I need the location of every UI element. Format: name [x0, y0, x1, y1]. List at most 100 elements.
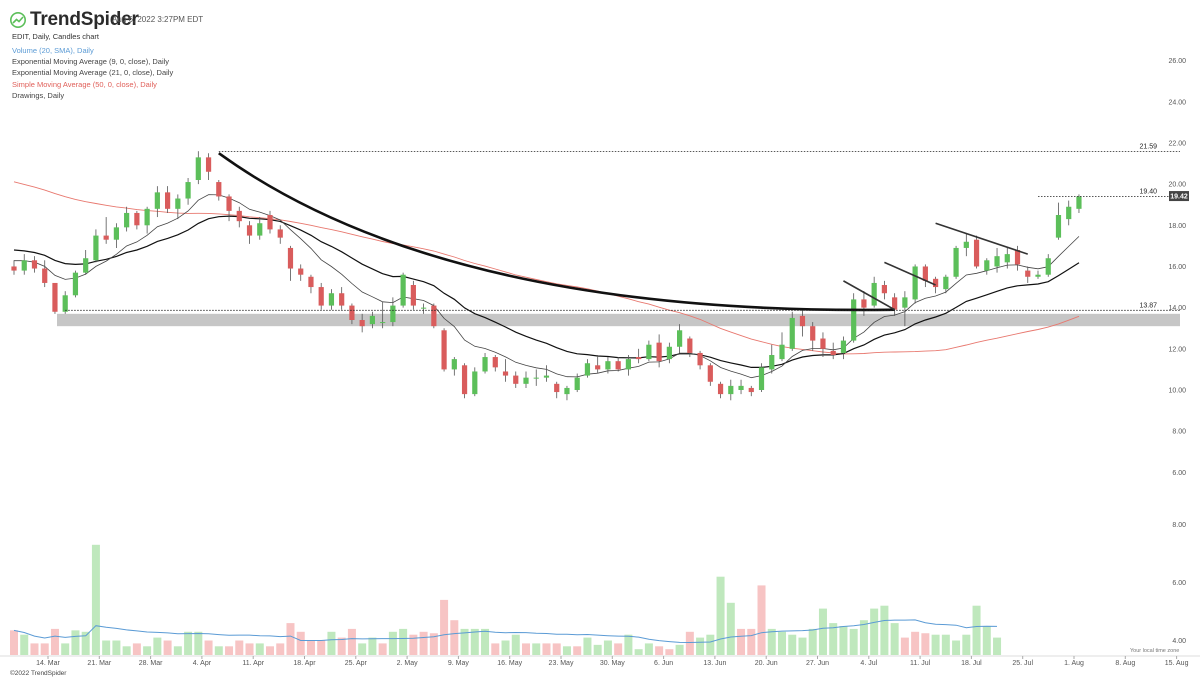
candle-body	[779, 344, 785, 360]
brand-name: TrendSpider	[30, 9, 139, 30]
candle-layer	[11, 151, 1082, 401]
volume-bar	[685, 631, 694, 655]
volume-bar	[593, 644, 602, 655]
candle-body	[277, 229, 283, 238]
candle-body	[984, 260, 990, 271]
candle-body	[707, 365, 713, 382]
volume-bar	[982, 626, 991, 655]
volume-bar	[634, 649, 643, 655]
candle-body	[359, 320, 365, 327]
candle-body	[543, 375, 550, 378]
volume-bar	[870, 608, 879, 655]
snapshot-timestamp: Aug 6, 2022 3:27PM EDT	[112, 15, 204, 24]
candle-body	[574, 377, 580, 390]
candle-body	[943, 276, 949, 290]
candle-body	[298, 268, 304, 275]
candle-body	[195, 157, 201, 180]
candle-body	[11, 266, 17, 271]
chart-header: TrendSpider Aug 6, 2022 3:27PM EDT EDIT,…	[0, 0, 600, 110]
candle-body	[840, 340, 847, 353]
candle-body	[472, 371, 478, 395]
price-level-label: 19.40	[1139, 188, 1157, 195]
candle-body	[717, 383, 724, 395]
volume-bar	[778, 631, 786, 655]
x-tick-label: 14. Mar	[36, 660, 60, 667]
indicator-legend-item[interactable]: Exponential Moving Average (21, 0, close…	[12, 68, 174, 78]
candle-body	[124, 212, 130, 228]
timezone-label[interactable]: Your local time zone	[1130, 648, 1180, 654]
volume-bar	[388, 631, 397, 655]
volume-bar	[644, 643, 653, 655]
volume-bar	[153, 637, 162, 655]
candle-body	[451, 359, 457, 370]
volume-bar	[880, 605, 889, 655]
candle-body	[441, 330, 447, 370]
candle-body	[42, 268, 48, 283]
candle-body	[205, 157, 212, 172]
candle-body	[421, 307, 427, 309]
candle-body	[973, 239, 980, 267]
sma50-line	[13, 181, 1080, 355]
volume-bar	[61, 643, 70, 655]
indicator-legend-item[interactable]: Volume (20, SMA), Daily	[12, 46, 94, 55]
volume-bar	[143, 646, 152, 655]
chart-title: EDIT, Daily, Candles chart	[12, 32, 99, 41]
volume-bar	[337, 637, 346, 655]
y-tick-label: 22.00	[1168, 140, 1186, 147]
candle-body	[62, 295, 68, 312]
volume-bar	[296, 631, 305, 655]
last-price-tag	[1169, 191, 1189, 202]
candle-body	[175, 198, 181, 209]
volume-bar	[665, 649, 674, 655]
x-tick-label: 6. Jun	[654, 660, 673, 667]
volume-bar	[511, 634, 520, 655]
indicator-legend-item[interactable]: Simple Moving Average (50, 0, close), Da…	[12, 79, 157, 89]
axis-layer: 6.00 8.00 10.00 12.00 14.00 16.00 18.00 20.00 22…	[0, 58, 1200, 667]
candle-body	[513, 375, 519, 384]
price-level-label: 13.87	[1139, 302, 1157, 309]
y-tick-label: 20.00	[1168, 182, 1186, 189]
candle-body	[1055, 215, 1062, 238]
candle-body	[72, 272, 79, 296]
volume-bar	[542, 643, 551, 655]
candle-body	[21, 260, 27, 271]
candle-body	[564, 387, 570, 395]
volume-bar	[849, 628, 858, 655]
volume-bar	[767, 628, 776, 655]
y-tick-label: 10.00	[1168, 388, 1186, 395]
volume-bar	[583, 637, 592, 655]
volume-bar	[808, 628, 817, 655]
volume-bar	[347, 628, 356, 655]
candle-body	[93, 235, 99, 261]
indicator-legend-item[interactable]: Exponential Moving Average (9, 0, close)…	[12, 57, 170, 67]
volume-bar	[184, 631, 193, 655]
candle-body	[953, 247, 959, 277]
volume-bar	[573, 646, 582, 655]
support-band	[57, 313, 1180, 327]
volume-bar	[562, 646, 571, 655]
indicator-legend-item[interactable]: Drawings, Daily	[12, 90, 65, 100]
volume-bar	[194, 631, 203, 655]
candle-body	[758, 367, 765, 390]
x-tick-label: 9. May	[448, 660, 470, 667]
volume-bar	[132, 643, 141, 655]
volume-bar	[20, 634, 29, 655]
candle-body	[892, 297, 898, 310]
candle-body	[584, 363, 591, 376]
volume-bar	[306, 640, 315, 655]
x-tick-label: 2. May	[397, 660, 419, 667]
x-tick-label: 25. Apr	[345, 660, 368, 667]
candle-body	[881, 285, 887, 294]
volume-bar	[399, 628, 408, 655]
volume-bar	[81, 631, 90, 655]
volume-y-tick-label: 6.00	[1172, 580, 1186, 587]
volume-bar	[737, 628, 746, 655]
candle-body	[1066, 206, 1072, 220]
candle-body	[933, 278, 939, 288]
trendspider-logo[interactable]: TrendSpider	[10, 9, 139, 31]
candle-body	[1076, 196, 1082, 209]
candle-body	[738, 385, 744, 390]
candle-body	[165, 192, 171, 209]
volume-bar	[368, 637, 377, 655]
